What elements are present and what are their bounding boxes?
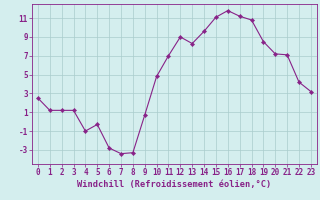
- X-axis label: Windchill (Refroidissement éolien,°C): Windchill (Refroidissement éolien,°C): [77, 180, 272, 189]
